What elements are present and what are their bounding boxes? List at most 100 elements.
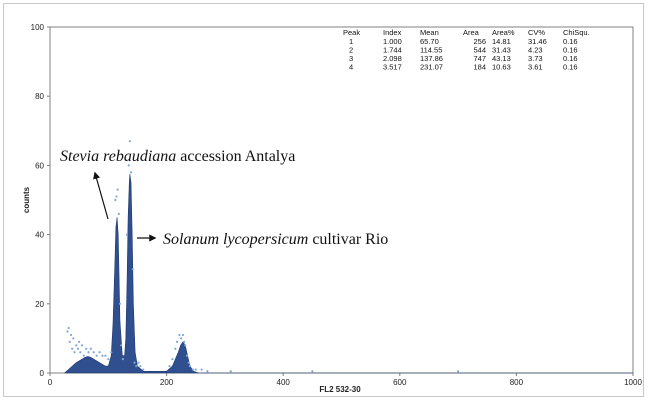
table-cell: 3.73: [528, 54, 543, 63]
event-point: [171, 358, 174, 361]
event-point: [128, 140, 131, 143]
event-point: [135, 364, 138, 368]
table-cell: 544: [473, 46, 486, 55]
event-point: [117, 212, 120, 215]
event-point: [114, 198, 117, 202]
table-cell: 231.07: [420, 63, 443, 72]
table-cell: 3.61: [528, 63, 543, 72]
table-header-cell: Area: [463, 28, 480, 37]
y-tick-label: 40: [35, 231, 44, 240]
event-point: [185, 354, 189, 357]
table-header-cell: ChiSqu.: [563, 28, 590, 37]
event-point: [79, 351, 82, 354]
annotation-stevia-species: Stevia rebaudiana: [60, 148, 176, 165]
table-cell: 137.86: [420, 54, 443, 63]
event-point: [73, 351, 76, 354]
y-tick-label: 100: [31, 23, 45, 32]
event-point: [127, 164, 130, 167]
chart-frame: [3, 3, 644, 397]
table-cell: 184: [473, 63, 486, 72]
table-cell: 4: [349, 63, 353, 72]
table-cell: 0.16: [563, 63, 578, 72]
event-point: [180, 337, 183, 340]
table-cell: 747: [473, 54, 486, 63]
event-point: [87, 351, 90, 354]
event-point: [118, 302, 122, 305]
arrow-to-stevia-label: [93, 171, 109, 220]
event-point: [120, 344, 123, 347]
event-point: [66, 330, 69, 333]
event-point: [69, 333, 73, 337]
table-cell: 10.63: [492, 63, 511, 72]
event-point: [67, 326, 70, 330]
event-point: [107, 358, 110, 361]
event-point: [178, 333, 181, 337]
event-point: [168, 364, 171, 368]
event-point: [133, 361, 136, 364]
annotation-solanum-cultivar: cultivar Rio: [308, 231, 388, 248]
event-point: [229, 370, 232, 373]
table-cell: 14.81: [492, 37, 511, 46]
table-cell: 114.55: [420, 46, 442, 55]
event-point: [98, 351, 101, 354]
y-tick-label: 80: [35, 92, 44, 101]
event-point: [110, 351, 113, 354]
annotation-solanum: Solanum lycopersicum cultivar Rio: [163, 231, 388, 248]
y-tick-label: 60: [35, 161, 44, 170]
event-point: [80, 344, 84, 347]
event-point: [129, 171, 133, 174]
table-cell: 4.23: [528, 46, 543, 55]
event-point: [92, 351, 95, 354]
event-point: [191, 368, 194, 371]
event-point: [182, 340, 186, 343]
event-point: [116, 188, 119, 191]
event-point: [206, 370, 209, 373]
x-axis-title: FL2 532-30: [319, 385, 361, 394]
table-cell: 2: [349, 46, 353, 55]
x-tick-label: 0: [48, 378, 53, 387]
x-tick-label: 1000: [624, 378, 642, 387]
event-point: [85, 347, 88, 350]
event-point: [76, 347, 80, 350]
x-tick-label: 400: [277, 378, 291, 387]
table-header-cell: Peak: [343, 28, 360, 37]
event-point: [139, 364, 142, 368]
annotation-stevia-accession: accession Antalya: [176, 148, 295, 165]
table-cell: 3.517: [383, 63, 402, 72]
table-cell: 0.16: [563, 46, 578, 55]
y-tick-label: 20: [35, 300, 44, 309]
table-cell: 256: [473, 37, 486, 46]
y-axis-title: counts: [22, 186, 31, 213]
event-point: [174, 347, 177, 350]
event-point: [78, 340, 81, 343]
event-point: [75, 344, 78, 347]
event-point: [104, 354, 107, 357]
event-point: [137, 361, 140, 364]
event-point: [184, 344, 187, 347]
table-header-cell: Index: [383, 28, 402, 37]
event-point: [175, 340, 179, 343]
plot-area: [49, 26, 634, 374]
event-point: [68, 340, 71, 343]
annotation-solanum-species: Solanum lycopersicum: [163, 231, 308, 248]
event-point: [200, 368, 203, 371]
event-point: [311, 370, 314, 373]
y-axis-ticks: 0 20 40 60 80 100: [31, 23, 50, 378]
annotation-stevia: Stevia rebaudiana accession Antalya: [60, 148, 295, 165]
table-cell: 2.098: [383, 54, 402, 63]
event-point: [89, 347, 92, 350]
x-axis-ticks: 0 200 400 600 800 1000: [48, 373, 642, 387]
event-point: [82, 354, 85, 357]
table-cell: 1.744: [383, 46, 402, 55]
event-point: [101, 354, 104, 357]
table-cell: 3: [349, 54, 353, 63]
table-header-cell: CV%: [528, 28, 545, 37]
y-tick-label: 0: [40, 369, 45, 378]
table-cell: 43.13: [492, 54, 511, 63]
table-cell: 0.16: [563, 54, 578, 63]
event-point: [115, 195, 118, 198]
event-point: [72, 337, 75, 340]
table-header-cell: Area%: [492, 28, 515, 37]
table-cell: 65.70: [420, 37, 439, 46]
